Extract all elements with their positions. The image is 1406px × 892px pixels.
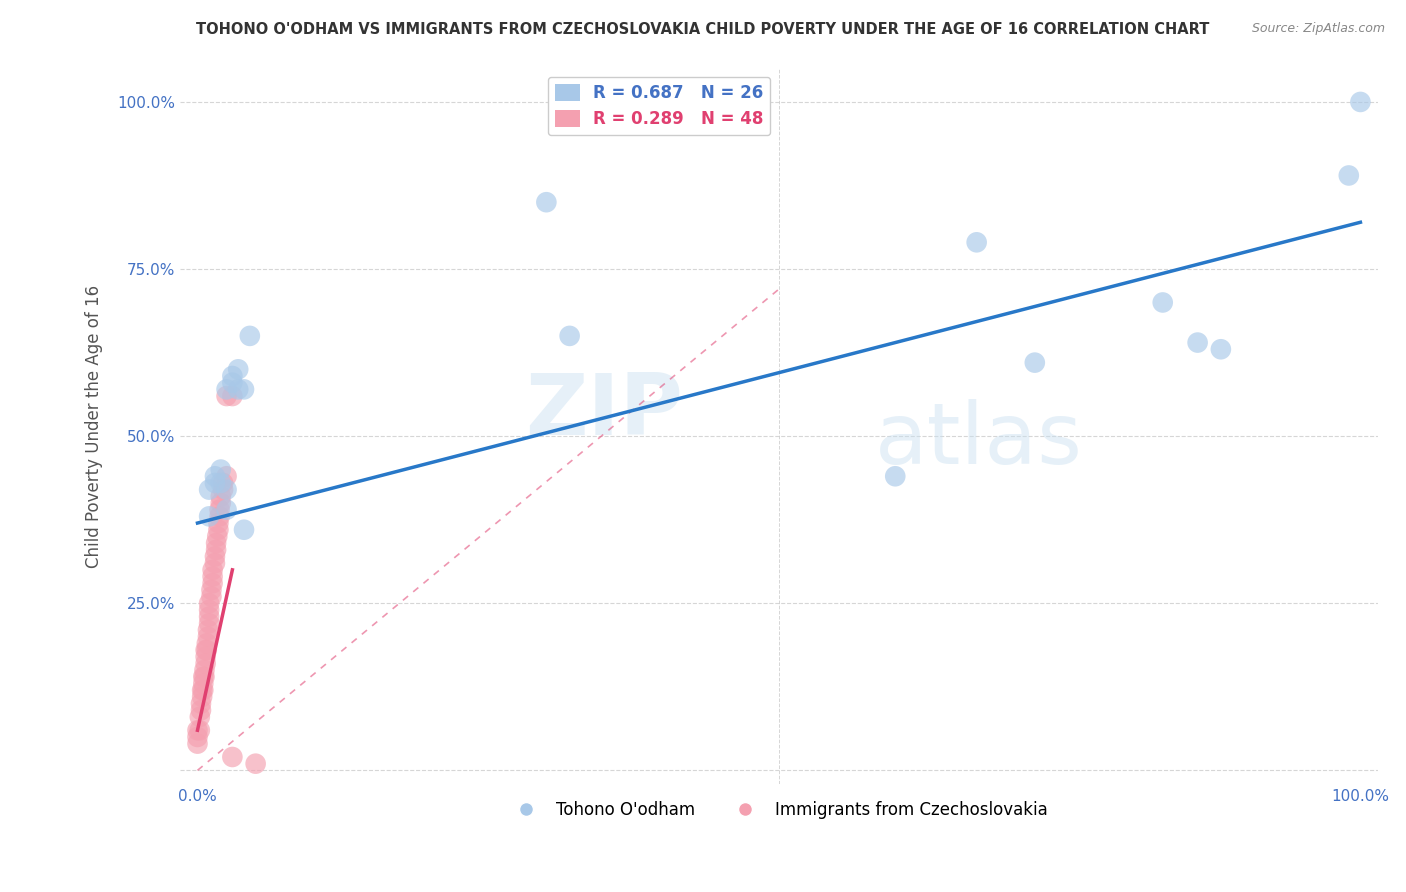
Point bbox=[193, 663, 215, 677]
Point bbox=[186, 723, 208, 738]
Point bbox=[198, 509, 221, 524]
Point bbox=[190, 703, 212, 717]
Point bbox=[193, 683, 215, 698]
Point bbox=[207, 523, 229, 537]
Point bbox=[205, 536, 228, 550]
Point bbox=[194, 657, 217, 671]
Point bbox=[884, 469, 907, 483]
Point bbox=[197, 623, 219, 637]
Point bbox=[207, 516, 229, 530]
Point bbox=[194, 649, 217, 664]
Point bbox=[204, 549, 226, 564]
Point bbox=[198, 616, 221, 631]
Point bbox=[221, 389, 243, 403]
Point bbox=[198, 483, 221, 497]
Point bbox=[197, 630, 219, 644]
Point bbox=[1350, 95, 1372, 109]
Point bbox=[191, 690, 214, 704]
Point bbox=[208, 509, 231, 524]
Point bbox=[536, 195, 558, 210]
Point bbox=[200, 590, 222, 604]
Point bbox=[193, 670, 215, 684]
Point bbox=[205, 542, 228, 557]
Legend: Tohono O'odham, Immigrants from Czechoslovakia: Tohono O'odham, Immigrants from Czechosl… bbox=[503, 794, 1054, 825]
Point bbox=[204, 556, 226, 570]
Point bbox=[198, 603, 221, 617]
Point bbox=[1024, 356, 1046, 370]
Point bbox=[198, 609, 221, 624]
Point bbox=[233, 523, 256, 537]
Point bbox=[966, 235, 988, 250]
Text: TOHONO O'ODHAM VS IMMIGRANTS FROM CZECHOSLOVAKIA CHILD POVERTY UNDER THE AGE OF : TOHONO O'ODHAM VS IMMIGRANTS FROM CZECHO… bbox=[197, 22, 1209, 37]
Point bbox=[201, 569, 224, 583]
Point bbox=[193, 670, 215, 684]
Point bbox=[226, 383, 249, 397]
Point bbox=[194, 643, 217, 657]
Point bbox=[209, 475, 232, 490]
Point bbox=[215, 383, 238, 397]
Point bbox=[233, 383, 256, 397]
Point bbox=[1152, 295, 1174, 310]
Point bbox=[186, 730, 208, 744]
Point bbox=[221, 376, 243, 390]
Point bbox=[245, 756, 267, 771]
Point bbox=[190, 697, 212, 711]
Point bbox=[195, 643, 218, 657]
Point bbox=[204, 469, 226, 483]
Point bbox=[193, 676, 215, 690]
Text: ZIP: ZIP bbox=[526, 370, 683, 453]
Point bbox=[195, 636, 218, 650]
Point bbox=[188, 710, 211, 724]
Text: Source: ZipAtlas.com: Source: ZipAtlas.com bbox=[1251, 22, 1385, 36]
Point bbox=[207, 529, 229, 543]
Point bbox=[198, 596, 221, 610]
Text: atlas: atlas bbox=[875, 399, 1083, 482]
Point bbox=[1337, 169, 1360, 183]
Point bbox=[215, 469, 238, 483]
Point bbox=[226, 362, 249, 376]
Point bbox=[1187, 335, 1209, 350]
Point bbox=[208, 502, 231, 516]
Point bbox=[209, 489, 232, 503]
Point bbox=[188, 723, 211, 738]
Point bbox=[212, 483, 235, 497]
Point bbox=[221, 750, 243, 764]
Point bbox=[201, 563, 224, 577]
Point bbox=[209, 496, 232, 510]
Point bbox=[209, 462, 232, 476]
Point bbox=[215, 502, 238, 516]
Point bbox=[204, 475, 226, 490]
Point bbox=[186, 737, 208, 751]
Y-axis label: Child Poverty Under the Age of 16: Child Poverty Under the Age of 16 bbox=[86, 285, 103, 567]
Point bbox=[212, 475, 235, 490]
Point bbox=[215, 389, 238, 403]
Point bbox=[200, 582, 222, 597]
Point bbox=[221, 369, 243, 384]
Point bbox=[201, 576, 224, 591]
Point bbox=[1209, 343, 1232, 357]
Point bbox=[558, 329, 581, 343]
Point bbox=[191, 683, 214, 698]
Point bbox=[239, 329, 262, 343]
Point bbox=[215, 483, 238, 497]
